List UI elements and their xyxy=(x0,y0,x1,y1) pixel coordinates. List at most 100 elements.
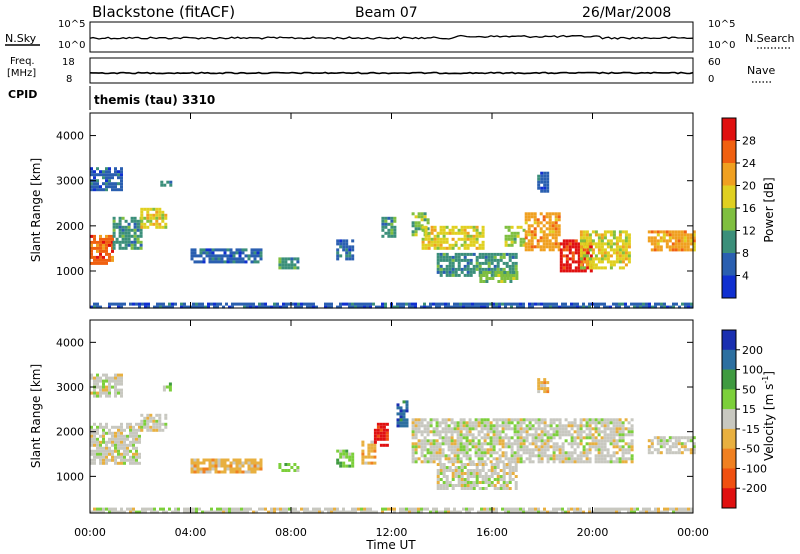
power-cell-11 xyxy=(505,264,509,268)
velocity-cell-14 xyxy=(291,507,294,511)
power-cell-18 xyxy=(656,230,660,234)
power-cell-19 xyxy=(339,302,342,306)
velocity-cell-2 xyxy=(93,382,96,386)
velocity-cell-14 xyxy=(315,510,318,514)
velocity-cell-13 xyxy=(683,448,687,452)
power-cell-10 xyxy=(439,237,443,241)
velocity-cell-11 xyxy=(499,484,503,487)
power-cell-19 xyxy=(411,302,414,306)
power-cell-16 xyxy=(591,263,595,267)
power-cell-0 xyxy=(111,255,114,259)
power-cell-19 xyxy=(438,302,441,306)
power-cell-18 xyxy=(674,242,678,246)
velocity-cell-10 xyxy=(453,421,457,425)
velocity-cell-4 xyxy=(256,461,260,465)
power-cell-10 xyxy=(475,246,479,250)
velocity-cell-10 xyxy=(600,448,604,452)
velocity-cell-14 xyxy=(573,507,576,511)
power-cell-1 xyxy=(127,243,131,247)
velocity-cell-0 xyxy=(135,446,138,450)
velocity-cell-14 xyxy=(618,510,621,514)
power-cell-18 xyxy=(686,242,690,246)
velocity-cell-14 xyxy=(654,507,657,511)
velocity-cell-10 xyxy=(432,445,436,449)
power-cell-16 xyxy=(612,251,616,255)
velocity-cell-10 xyxy=(558,418,562,422)
power-cell-11 xyxy=(439,252,443,256)
velocity-cell-8 xyxy=(382,443,386,447)
velocity-cell-14 xyxy=(285,510,288,514)
y-tick-label: 2000 xyxy=(56,220,84,233)
velocity-cell-10 xyxy=(501,421,505,425)
velocity-cell-13 xyxy=(677,439,681,443)
velocity-cell-11 xyxy=(463,466,467,469)
velocity-cell-10 xyxy=(573,418,577,422)
power-cell-12 xyxy=(485,271,489,274)
power-cell-1 xyxy=(127,231,131,235)
velocity-cell-10 xyxy=(543,439,547,443)
velocity-cell-1 xyxy=(149,428,153,432)
power-cell-16 xyxy=(588,236,592,240)
velocity-cell-11 xyxy=(442,481,446,484)
power-cell-3 xyxy=(158,210,162,214)
velocity-cell-10 xyxy=(525,451,529,455)
power-cell-11 xyxy=(448,270,452,274)
power-cell-18 xyxy=(677,248,681,252)
velocity-cell-0 xyxy=(93,461,96,465)
power-cell-15 xyxy=(565,269,569,273)
power-cell-10 xyxy=(457,246,461,250)
velocity-cell-4 xyxy=(259,464,263,468)
velocity-cell-2 xyxy=(111,376,114,380)
freq-label: Freq. xyxy=(10,56,35,67)
velocity-cell-9 xyxy=(396,418,400,422)
velocity-cell-10 xyxy=(480,430,484,434)
velocity-cell-10 xyxy=(480,436,484,440)
power-cell-19 xyxy=(576,305,579,309)
power-cell-15 xyxy=(574,266,578,270)
power-cell-19 xyxy=(573,302,576,306)
power-cell-16 xyxy=(603,257,607,261)
velocity-cell-10 xyxy=(447,439,451,443)
velocity-cell-10 xyxy=(621,436,625,440)
power-cell-16 xyxy=(627,254,631,258)
power-cell-11 xyxy=(484,252,488,256)
velocity-cell-10 xyxy=(513,427,517,431)
velocity-cell-10 xyxy=(603,448,607,452)
power-cell-16 xyxy=(594,245,598,249)
velocity-cell-10 xyxy=(501,454,505,458)
power-cell-14 xyxy=(527,230,531,234)
velocity-cell-11 xyxy=(466,484,470,487)
power-cell-18 xyxy=(662,239,666,243)
velocity-cell-14 xyxy=(486,507,489,511)
power-cell-18 xyxy=(659,245,663,249)
power-cell-16 xyxy=(615,248,619,252)
velocity-cell-10 xyxy=(549,424,553,428)
power-cell-9 xyxy=(414,221,418,225)
velocity-cell-10 xyxy=(573,451,577,455)
velocity-cell-11 xyxy=(463,472,467,475)
velocity-cell-11 xyxy=(478,472,482,475)
power-cell-11 xyxy=(493,252,497,256)
power-cell-19 xyxy=(498,302,501,306)
power-cell-19 xyxy=(195,305,198,309)
velocity-cell-10 xyxy=(603,442,607,446)
velocity-cell-10 xyxy=(435,424,439,428)
velocity-cell-1 xyxy=(143,425,147,429)
power-cell-17 xyxy=(537,177,541,181)
nsky-tick-bottom: 10^0 xyxy=(58,40,85,51)
velocity-cell-14 xyxy=(645,510,648,514)
velocity-cell-10 xyxy=(411,457,415,461)
colorbar-swatch xyxy=(722,275,736,299)
velocity-cell-10 xyxy=(540,448,544,452)
velocity-cell-14 xyxy=(357,507,360,511)
power-cell-18 xyxy=(680,230,684,234)
velocity-cell-9 xyxy=(399,421,403,425)
velocity-cell-10 xyxy=(483,442,487,446)
velocity-cell-0 xyxy=(90,452,93,456)
velocity-cell-2 xyxy=(117,382,120,386)
velocity-cell-13 xyxy=(653,436,657,440)
power-cell-5 xyxy=(208,257,212,261)
velocity-cell-10 xyxy=(474,436,478,440)
velocity-cell-10 xyxy=(561,448,565,452)
